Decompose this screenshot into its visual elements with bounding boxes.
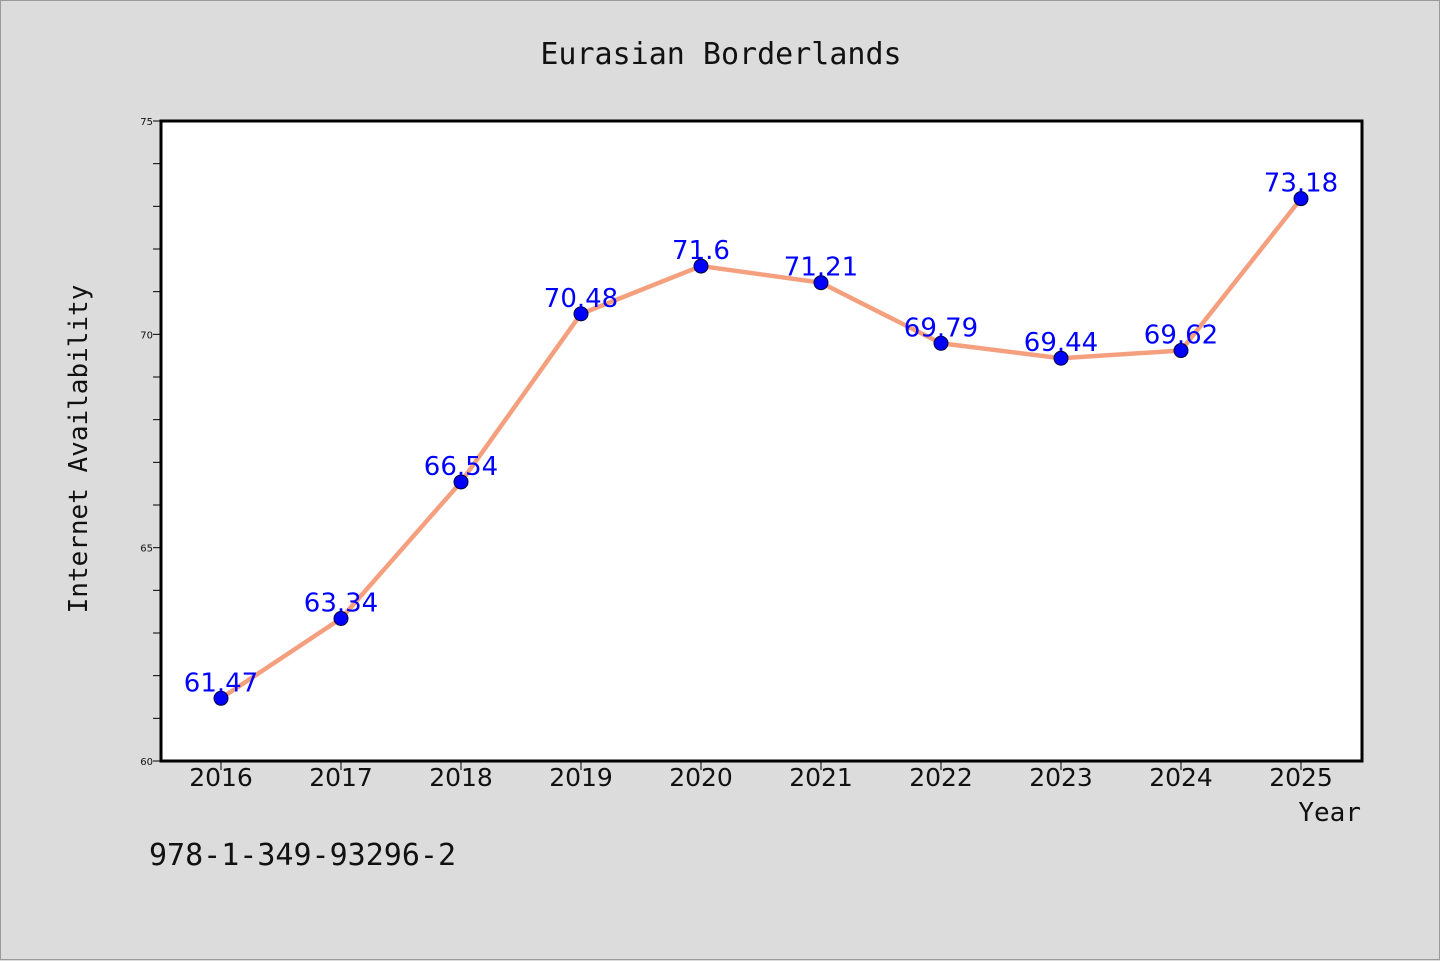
y-tick-label: 75: [140, 117, 153, 128]
data-label: 73.18: [1264, 169, 1338, 199]
data-point: [213, 690, 229, 706]
y-tick-label: 60: [140, 757, 153, 768]
plot-area: [159, 119, 1364, 763]
y-tick-label: 70: [140, 330, 153, 341]
data-label: 69.44: [1024, 328, 1098, 358]
y-axis-ticks: 60 65 70 75: [140, 117, 161, 768]
data-point: [1293, 191, 1309, 207]
footer-code: 978-1-349-93296-2: [149, 838, 456, 873]
data-label: 69.79: [904, 313, 978, 343]
x-tick-label: 2017: [309, 763, 373, 792]
x-axis-label: Year: [1298, 798, 1361, 828]
data-label: 71.6: [672, 236, 730, 266]
y-tick-label: 65: [140, 544, 153, 555]
y-axis-label: Internet Availability: [64, 285, 94, 614]
data-point: [333, 610, 349, 626]
data-point: [1053, 350, 1069, 366]
x-tick-label: 2024: [1149, 763, 1213, 792]
x-tick-label: 2021: [789, 763, 853, 792]
chart-title: Eurasian Borderlands: [540, 37, 901, 72]
x-tick-label: 2020: [669, 763, 733, 792]
data-point: [933, 335, 949, 351]
data-point: [573, 306, 589, 322]
data-label: 63.34: [304, 588, 378, 618]
x-tick-label: 2025: [1269, 763, 1333, 792]
x-tick-label: 2022: [909, 763, 973, 792]
x-tick-label: 2019: [549, 763, 613, 792]
data-label: 69.62: [1144, 321, 1218, 351]
data-label: 66.54: [424, 452, 498, 482]
x-tick-label: 2023: [1029, 763, 1093, 792]
x-tick-label: 2018: [429, 763, 493, 792]
data-label: 61.47: [184, 668, 258, 698]
data-point: [1173, 343, 1189, 359]
data-point: [453, 474, 469, 490]
data-label: 71.21: [784, 253, 858, 283]
data-point: [813, 275, 829, 291]
data-label: 70.48: [544, 284, 618, 314]
series-line: [218, 196, 1304, 701]
x-axis-ticks: 2016 2017 2018 2019 2020 2021 2022 2023 2024 2025: [189, 761, 1333, 792]
series-layer: 61.47 63.34 66.54 70.48 71.6 71.21 69.79 69.44 6…: [184, 169, 1338, 706]
data-point: [693, 258, 709, 274]
x-tick-label: 2016: [189, 763, 253, 792]
